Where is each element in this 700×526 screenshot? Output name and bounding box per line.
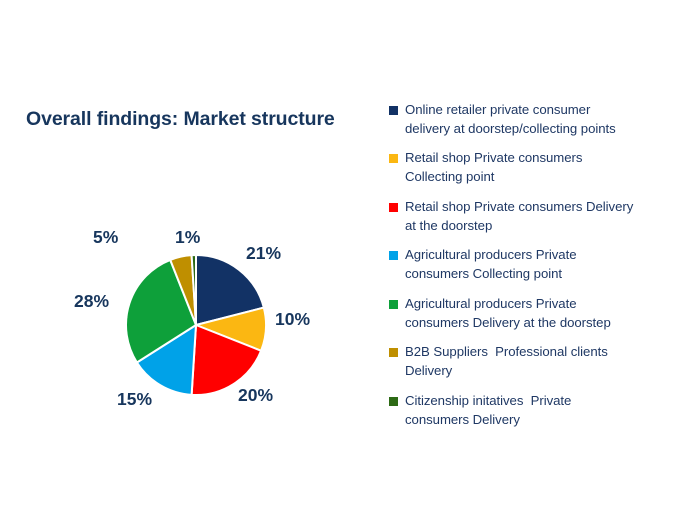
chart-legend: Online retailer private consumer deliver…: [389, 101, 689, 440]
pie-slice-label: 5%: [93, 227, 119, 247]
legend-item-retail-shop-collecting-point[interactable]: Retail shop Private consumers Collecting…: [389, 149, 689, 186]
pie-chart-svg: [125, 253, 267, 396]
pie-slice: [125, 258, 198, 364]
legend-item-agricultural-producers-delivery-doorstep[interactable]: Agricultural producers Private consumers…: [389, 295, 689, 332]
pie-slice-label: 21%: [246, 243, 282, 263]
legend-swatch-icon: [389, 106, 398, 115]
pie-slice: [135, 323, 198, 396]
legend-item-agricultural-producers-collecting-point[interactable]: Agricultural producers Private consumers…: [389, 246, 689, 283]
pie-slice-label: 1%: [175, 227, 201, 247]
legend-swatch-icon: [389, 154, 398, 164]
legend-swatch-icon: [389, 299, 398, 309]
pie-slice: [190, 323, 263, 396]
legend-item-label: Retail shop Private consumers Delivery a…: [405, 198, 634, 233]
legend-item-label: Agricultural producers Private consumers…: [405, 247, 577, 282]
pie-slice-label: 15%: [117, 389, 153, 409]
pie-slice: [195, 253, 266, 327]
pie-slice-label: 28%: [74, 291, 110, 311]
legend-item-label: Citizenship initatives Private consumers…: [405, 392, 572, 427]
legend-item-label: Retail shop Private consumers Collecting…: [405, 150, 583, 185]
legend-swatch-icon: [389, 396, 398, 406]
legend-item-label: B2B Suppliers Professional clients Deliv…: [405, 344, 608, 379]
legend-item-citizenship-initiatives-private-consumers[interactable]: Citizenship initatives Private consumers…: [389, 392, 689, 429]
legend-item-label: Online retailer private consumer deliver…: [405, 102, 616, 136]
legend-item-label: Agricultural producers Private consumers…: [405, 295, 611, 330]
legend-item-online-retailer-private-consumer[interactable]: Online retailer private consumer deliver…: [389, 101, 689, 138]
pie-chart: 21% 10% 20% 15% 28% 5% 1%: [60, 215, 360, 425]
page-title: Overall findings: Market structure: [26, 108, 335, 130]
legend-swatch-icon: [389, 348, 398, 358]
legend-swatch-icon: [389, 202, 398, 212]
legend-item-b2b-suppliers-professional-clients[interactable]: B2B Suppliers Professional clients Deliv…: [389, 343, 689, 380]
pie-slice-label: 20%: [238, 385, 274, 405]
legend-item-retail-shop-delivery-doorstep[interactable]: Retail shop Private consumers Delivery a…: [389, 198, 689, 235]
pie-slice-label: 10%: [275, 309, 311, 329]
pie-slice: [190, 253, 197, 326]
legend-swatch-icon: [389, 251, 398, 261]
